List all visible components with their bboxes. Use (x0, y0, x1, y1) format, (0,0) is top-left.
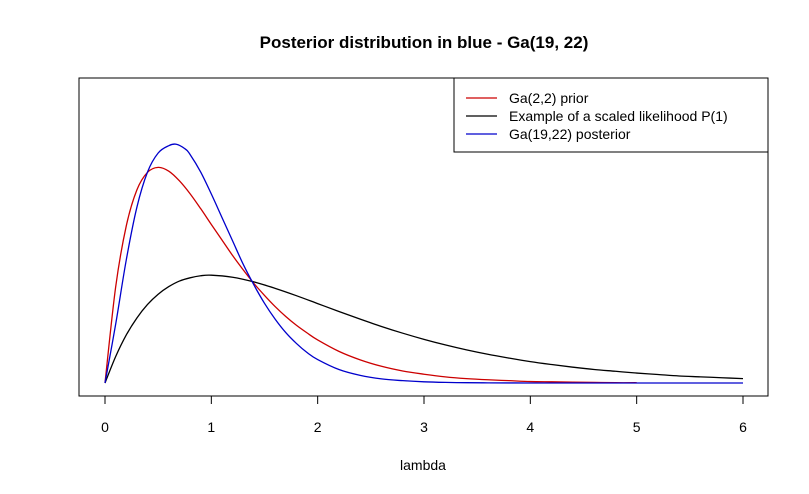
x-tick-label-2: 2 (314, 419, 322, 435)
x-tick-label-5: 5 (633, 419, 641, 435)
legend-label-2: Example of a scaled likelihood P(1) (509, 108, 728, 124)
x-axis-label: lambda (400, 457, 446, 473)
legend: Ga(2,2) prior Example of a scaled likelih… (453, 77, 769, 153)
x-tick-label-1: 1 (207, 419, 215, 435)
x-tick-label-0: 0 (101, 419, 109, 435)
series-line-1 (104, 166, 637, 384)
x-tick-label-6: 6 (739, 419, 747, 435)
x-axis: 0 1 2 3 4 5 6 (101, 395, 747, 435)
legend-box (453, 77, 769, 153)
series-line-2 (104, 274, 744, 384)
series-line-3 (104, 143, 743, 384)
x-tick-label-3: 3 (420, 419, 428, 435)
series-layer (104, 143, 744, 384)
x-tick-label-4: 4 (526, 419, 534, 435)
chart-title: Posterior distribution in blue - Ga(19, … (260, 33, 589, 52)
legend-label-3: Ga(19,22) posterior (509, 126, 631, 142)
legend-label-1: Ga(2,2) prior (509, 90, 589, 106)
